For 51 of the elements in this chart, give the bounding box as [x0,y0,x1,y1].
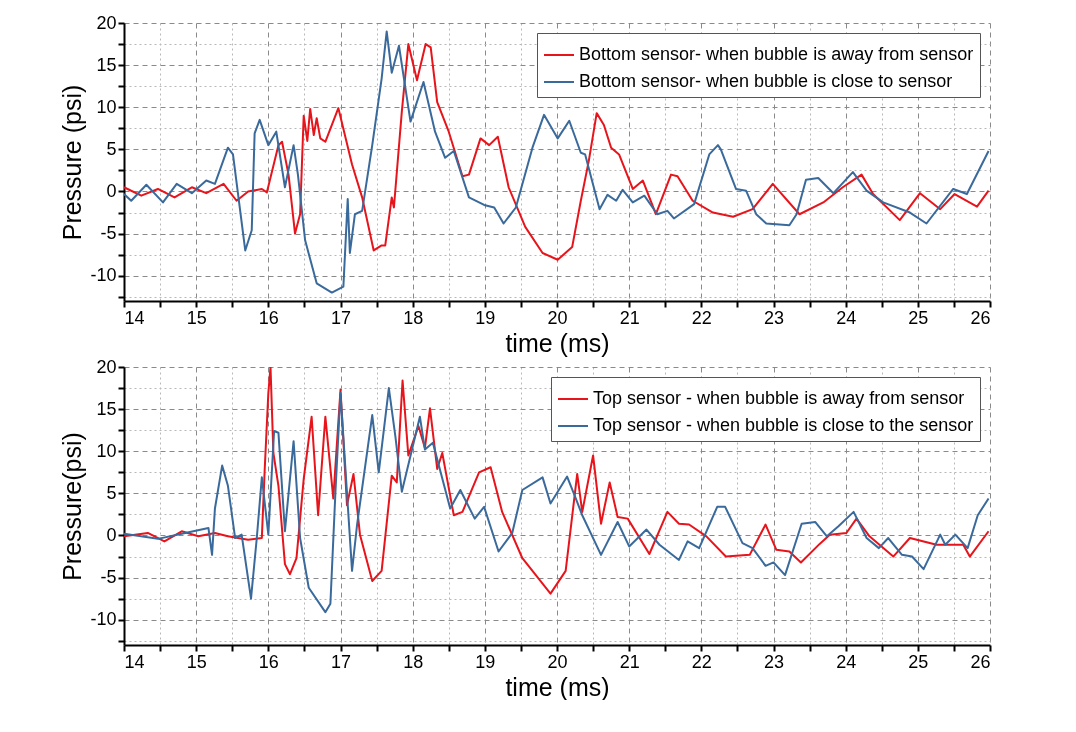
x-tick-label: 18 [403,651,424,672]
y-axis-title: Pressure (psi) [58,84,87,241]
x-tick-label: 20 [547,651,568,672]
y-tick-label: -5 [100,567,117,588]
x-tick-label: 14 [124,651,145,672]
y-tick-label: -10 [90,265,117,286]
legend-label: Top sensor - when bubble is close to the sensor [593,415,974,435]
x-tick-label: 19 [475,651,496,672]
y-axis-title: Pressure(psi) [58,432,87,581]
y-tick-label: 0 [106,524,117,545]
y-tick-label: -5 [100,223,117,244]
y-tick-label: 5 [106,138,117,159]
x-tick-label: 21 [619,651,640,672]
x-tick-label: 15 [186,307,207,328]
line-series [124,30,990,294]
y-tick-label: 5 [106,482,117,503]
y-tick-label: 10 [96,440,117,461]
x-tick-label: 26 [970,651,991,672]
y-tick-label: 20 [96,356,117,377]
x-tick-label: 21 [619,307,640,328]
x-tick-label: 24 [836,307,857,328]
legend-label: Top sensor - when bubble is away from sensor [593,388,965,408]
x-tick-label: 23 [763,651,785,672]
x-tick-label: 14 [124,307,145,328]
x-tick-label: 17 [330,307,352,328]
y-tick-label: 0 [106,180,117,201]
x-tick-label: 18 [403,307,424,328]
x-axis-title: time (ms) [505,672,610,701]
y-tick-label: 20 [96,12,117,33]
x-tick-label: 26 [970,307,991,328]
y-tick-label: 15 [96,54,117,75]
x-tick-label: 16 [258,307,279,328]
x-tick-label: 19 [475,307,496,328]
x-tick-label: 15 [186,651,207,672]
y-tick-label: -10 [90,609,117,630]
line-series [124,387,990,614]
x-tick-label: 23 [763,307,785,328]
x-tick-label: 17 [330,651,352,672]
line-series [124,43,990,261]
y-tick-label: 15 [96,398,117,419]
x-tick-label: 22 [691,307,712,328]
legend-label: Bottom sensor- when bubble is close to sensor [579,71,953,91]
legend-label: Bottom sensor- when bubble is away from sensor [579,44,974,64]
x-tick-label: 22 [691,651,712,672]
x-tick-label: 24 [836,651,857,672]
x-axis-title: time (ms) [505,328,610,357]
x-tick-label: 25 [908,651,929,672]
y-tick-label: 10 [96,96,117,117]
x-tick-label: 25 [908,307,929,328]
x-tick-label: 16 [258,651,279,672]
x-tick-label: 20 [547,307,568,328]
